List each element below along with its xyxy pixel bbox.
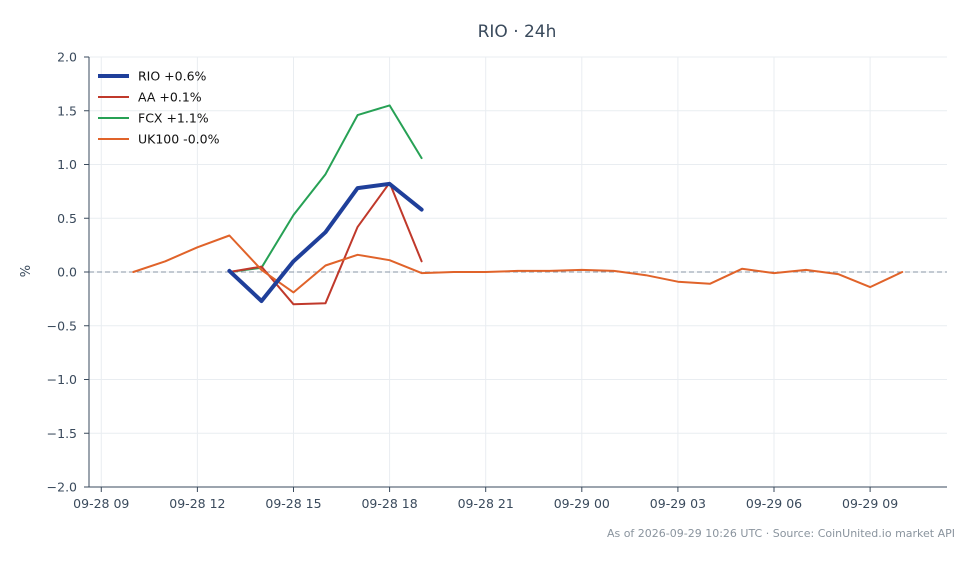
y-tick-label-7: −1.5	[47, 426, 77, 441]
series-lines	[132, 104, 904, 306]
source-footer: As of 2026-09-29 10:26 UTC · Source: Coi…	[607, 527, 955, 540]
x-tick-label-7: 09-29 06	[746, 496, 802, 511]
x-tick-label-4: 09-28 21	[458, 496, 514, 511]
y-axis-ticks: 2.0 1.5 1.0 0.5 0.0 −0.5 −1.0 −1.5 −2.0	[47, 50, 89, 495]
y-tick-label-6: −1.0	[47, 372, 77, 387]
y-tick-label-5: −0.5	[47, 318, 77, 333]
x-tick-label-5: 09-29 00	[554, 496, 610, 511]
y-tick-label-2: 1.0	[57, 157, 77, 172]
chart-title: RIO · 24h	[478, 22, 557, 42]
x-tick-label-1: 09-28 12	[169, 496, 225, 511]
y-tick-label-0: 2.0	[57, 50, 77, 65]
series-line-0	[227, 181, 424, 303]
x-axis-ticks: 09-28 09 09-28 12 09-28 15 09-28 18 09-28 21…	[73, 487, 898, 511]
legend-label-3: UK100 -0.0%	[138, 132, 220, 147]
y-axis-label: %	[19, 265, 34, 277]
x-tick-label-2: 09-28 15	[265, 496, 321, 511]
x-tick-label-3: 09-28 18	[361, 496, 417, 511]
x-tick-label-6: 09-29 03	[650, 496, 706, 511]
y-tick-label-8: −2.0	[47, 480, 77, 495]
legend-label-2: FCX +1.1%	[138, 111, 209, 126]
x-tick-label-0: 09-28 09	[73, 496, 129, 511]
legend-label-1: AA +0.1%	[138, 90, 202, 105]
y-tick-label-3: 0.5	[57, 211, 77, 226]
y-tick-label-4: 0.0	[57, 265, 77, 280]
series-line-1	[228, 181, 423, 306]
series-line-3	[132, 234, 904, 294]
legend-label-0: RIO +0.6%	[138, 69, 207, 84]
x-tick-label-8: 09-29 09	[842, 496, 898, 511]
legend: RIO +0.6% AA +0.1% FCX +1.1% UK100 -0.0%	[98, 69, 220, 147]
y-tick-label-1: 1.5	[57, 103, 77, 118]
